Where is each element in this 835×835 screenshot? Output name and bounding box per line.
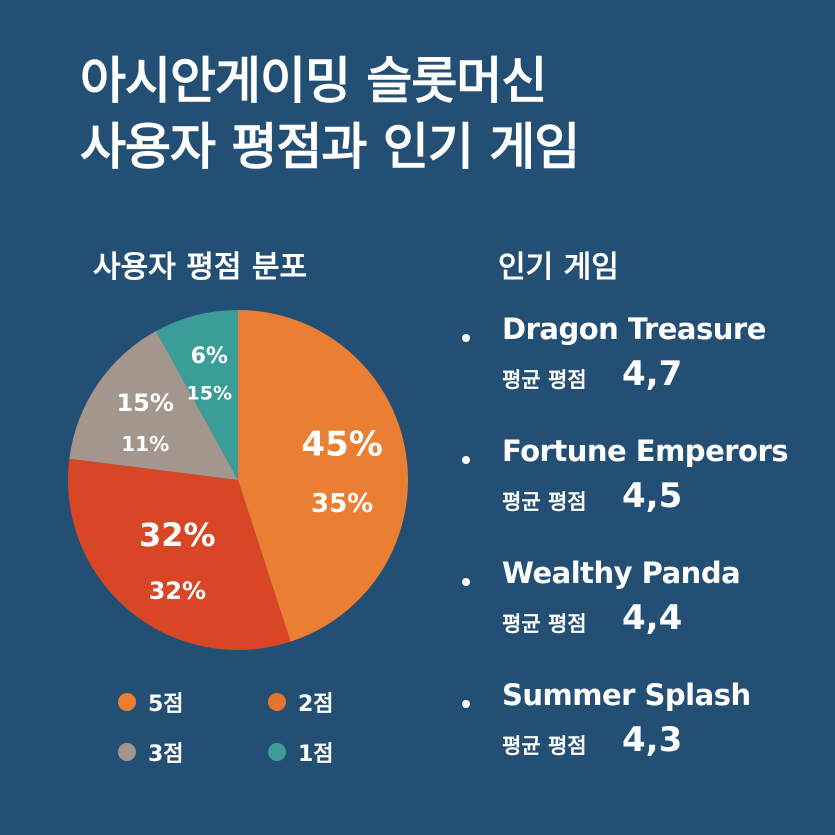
pie-label-top: 32%	[139, 516, 216, 554]
game-rating: 4,5	[622, 476, 683, 516]
legend-label-3: 3점	[148, 742, 184, 767]
legend-label-1: 1점	[298, 742, 334, 767]
bullet-icon	[462, 334, 470, 342]
pie-label-top: 6%	[191, 344, 228, 369]
legend-item-1: 1점	[268, 736, 418, 768]
game-name: Dragon Treasure	[502, 312, 766, 346]
legend-swatch-2	[268, 693, 286, 711]
game-rating-label: 평균 평점	[502, 490, 587, 514]
pie-label-bottom: 15%	[187, 382, 232, 404]
legend-swatch-1	[268, 743, 286, 761]
bullet-icon	[462, 456, 470, 464]
game-rating: 4,3	[622, 720, 683, 760]
page-title-line-2: 사용자 평점과 인기 게임	[80, 118, 580, 176]
game-item-summer-splash: Summer Splash 평균 평점 4,3	[462, 678, 822, 800]
pie-label-top: 45%	[301, 424, 382, 464]
popular-games-list: Dragon Treasure 평균 평점 4,7 Fortune Empero…	[462, 312, 822, 800]
pie-label-bottom: 11%	[121, 432, 169, 456]
bullet-icon	[462, 578, 470, 586]
game-item-fortune-emperors: Fortune Emperors 평균 평점 4,5	[462, 434, 822, 556]
bullet-icon	[462, 700, 470, 708]
legend-item-3: 3점	[118, 736, 268, 768]
pie-slice-2점	[68, 458, 291, 650]
popular-games-heading: 인기 게임	[498, 250, 619, 285]
legend-item-5: 5점	[118, 686, 268, 718]
game-rating-label: 평균 평점	[502, 612, 587, 636]
legend-item-2: 2점	[268, 686, 418, 718]
pie-legend: 5점 2점 3점 1점	[118, 686, 418, 768]
game-name: Summer Splash	[502, 678, 751, 712]
legend-label-5: 5점	[148, 692, 184, 717]
legend-label-2: 2점	[298, 692, 334, 717]
pie-slice-5점	[238, 310, 409, 642]
legend-swatch-3	[118, 743, 136, 761]
page-title-line-1: 아시안게이밍 슬롯머신	[80, 52, 547, 110]
pie-chart-title: 사용자 평점 분포	[93, 250, 308, 285]
legend-swatch-5	[118, 693, 136, 711]
game-rating: 4,4	[622, 598, 683, 638]
game-rating: 4,7	[622, 354, 683, 394]
pie-slice-3점	[69, 331, 238, 480]
game-item-wealthy-panda: Wealthy Panda 평균 평점 4,4	[462, 556, 822, 678]
game-rating-label: 평균 평점	[502, 734, 587, 758]
game-rating-label: 평균 평점	[502, 368, 587, 392]
game-name: Fortune Emperors	[502, 434, 789, 468]
pie-slice-1점	[156, 310, 238, 480]
game-item-dragon-treasure: Dragon Treasure 평균 평점 4,7	[462, 312, 822, 434]
pie-label-top: 15%	[116, 389, 173, 417]
pie-label-bottom: 35%	[311, 489, 373, 519]
game-name: Wealthy Panda	[502, 556, 741, 590]
pie-label-bottom: 32%	[149, 577, 206, 605]
page-title: 아시안게이밍 슬롯머신 사용자 평점과 인기 게임	[80, 48, 580, 180]
